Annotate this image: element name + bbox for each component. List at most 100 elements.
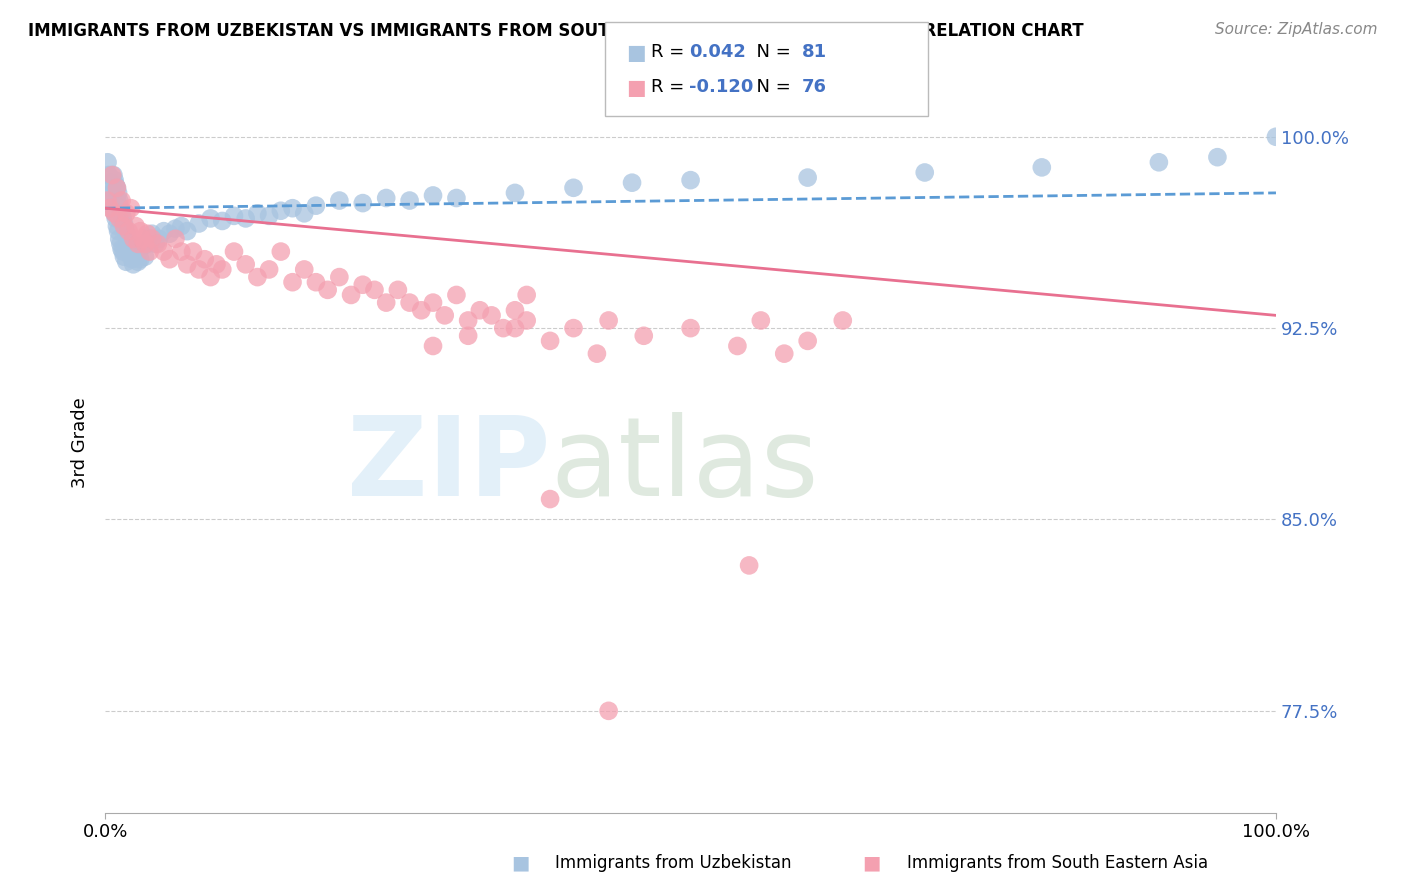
- Point: [796, 334, 818, 348]
- Point: [679, 321, 702, 335]
- Text: IMMIGRANTS FROM UZBEKISTAN VS IMMIGRANTS FROM SOUTH EASTERN ASIA 3RD GRADE CORRE: IMMIGRANTS FROM UZBEKISTAN VS IMMIGRANTS…: [28, 22, 1084, 40]
- Point: [108, 232, 131, 246]
- Point: [503, 303, 526, 318]
- Point: [115, 206, 138, 220]
- Point: [115, 254, 138, 268]
- Text: ZIP: ZIP: [347, 411, 550, 518]
- Point: [562, 321, 585, 335]
- Point: [222, 244, 245, 259]
- Point: [141, 227, 163, 241]
- Text: N =: N =: [745, 43, 797, 61]
- Point: [152, 244, 174, 259]
- Point: [516, 288, 538, 302]
- Text: ■: ■: [626, 78, 645, 98]
- Point: [725, 339, 748, 353]
- Point: [111, 211, 134, 226]
- Point: [110, 194, 132, 208]
- Point: [200, 211, 222, 226]
- Point: [112, 219, 135, 233]
- Point: [1031, 161, 1053, 175]
- Point: [538, 334, 561, 348]
- Point: [246, 270, 269, 285]
- Point: [316, 283, 339, 297]
- Point: [117, 224, 139, 238]
- Point: [270, 203, 292, 218]
- Point: [422, 295, 444, 310]
- Point: [103, 206, 125, 220]
- Point: [181, 244, 204, 259]
- Point: [375, 295, 398, 310]
- Point: [176, 224, 198, 238]
- Text: R =: R =: [651, 43, 690, 61]
- Point: [633, 328, 655, 343]
- Point: [914, 165, 936, 179]
- Point: [1206, 150, 1229, 164]
- Point: [235, 257, 257, 271]
- Point: [131, 239, 153, 253]
- Point: [100, 194, 122, 208]
- Point: [235, 211, 257, 226]
- Point: [205, 257, 228, 271]
- Point: [1265, 129, 1288, 144]
- Text: R =: R =: [651, 78, 690, 96]
- Point: [128, 244, 150, 259]
- Point: [796, 170, 818, 185]
- Text: 76: 76: [801, 78, 827, 96]
- Text: Immigrants from South Eastern Asia: Immigrants from South Eastern Asia: [907, 855, 1208, 872]
- Text: -0.120: -0.120: [689, 78, 754, 96]
- Point: [170, 244, 193, 259]
- Point: [114, 221, 136, 235]
- Point: [103, 168, 125, 182]
- Point: [103, 201, 125, 215]
- Point: [112, 217, 135, 231]
- Point: [131, 232, 153, 246]
- Point: [96, 194, 118, 208]
- Point: [433, 309, 456, 323]
- Point: [110, 206, 132, 220]
- Point: [468, 303, 491, 318]
- Point: [105, 219, 128, 233]
- Point: [115, 227, 138, 241]
- Point: [141, 232, 163, 246]
- Text: 0.042: 0.042: [689, 43, 745, 61]
- Point: [270, 244, 292, 259]
- Point: [110, 201, 132, 215]
- Point: [105, 194, 128, 208]
- Point: [211, 214, 233, 228]
- Point: [124, 244, 146, 259]
- Point: [187, 217, 209, 231]
- Point: [117, 232, 139, 246]
- Point: [101, 168, 124, 182]
- Point: [122, 232, 145, 246]
- Text: Source: ZipAtlas.com: Source: ZipAtlas.com: [1215, 22, 1378, 37]
- Text: atlas: atlas: [550, 411, 818, 518]
- Point: [105, 181, 128, 195]
- Point: [187, 262, 209, 277]
- Point: [222, 209, 245, 223]
- Point: [121, 252, 143, 267]
- Point: [598, 704, 620, 718]
- Point: [481, 309, 503, 323]
- Point: [165, 221, 187, 235]
- Text: ■: ■: [626, 43, 645, 62]
- Point: [292, 206, 315, 220]
- Point: [422, 188, 444, 202]
- Text: 81: 81: [801, 43, 827, 61]
- Point: [773, 346, 796, 360]
- Point: [159, 227, 181, 241]
- Point: [117, 236, 139, 251]
- Point: [107, 224, 129, 238]
- Point: [492, 321, 515, 335]
- Point: [136, 227, 159, 241]
- Point: [159, 252, 181, 267]
- Point: [111, 244, 134, 259]
- Point: [120, 201, 142, 215]
- Point: [127, 236, 149, 251]
- Point: [105, 181, 128, 195]
- Point: [257, 209, 280, 223]
- Point: [124, 250, 146, 264]
- Point: [96, 155, 118, 169]
- Point: [305, 275, 328, 289]
- Point: [138, 244, 160, 259]
- Point: [134, 236, 156, 251]
